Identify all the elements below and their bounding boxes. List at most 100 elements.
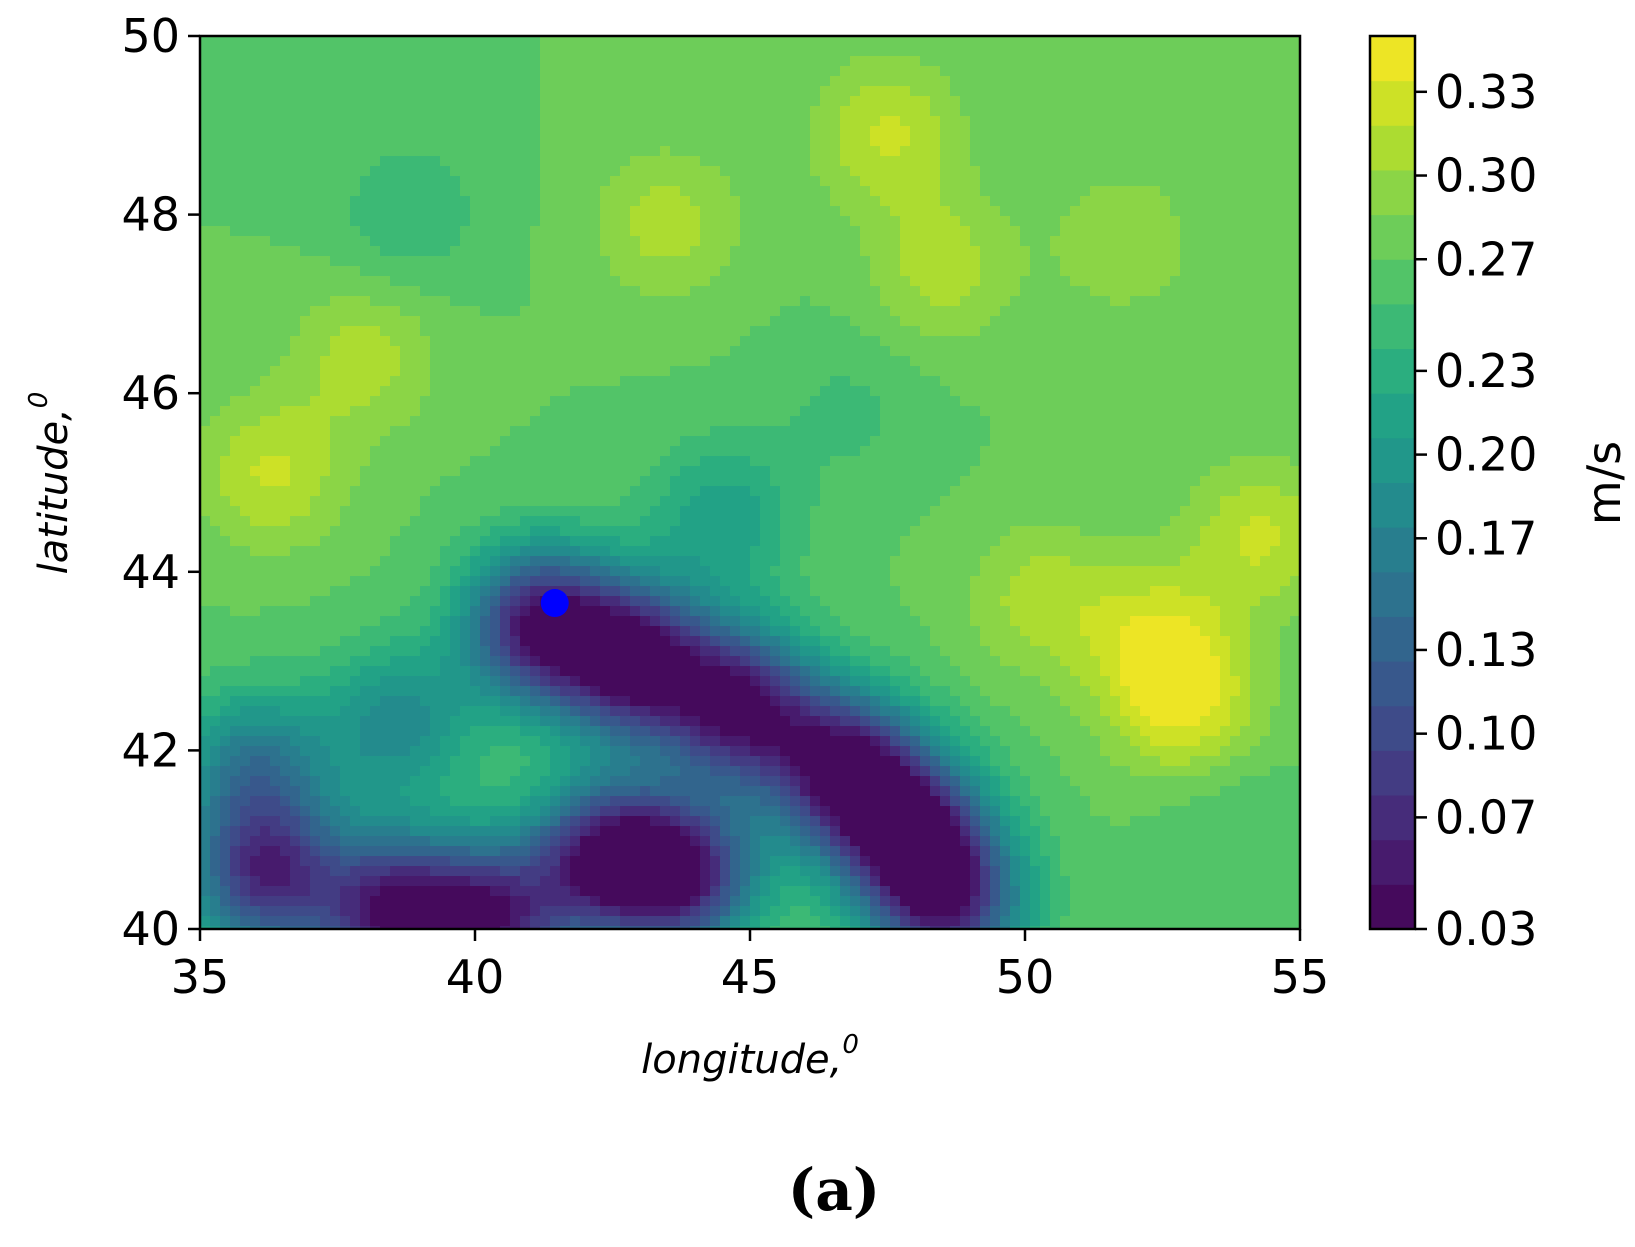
contour-cell — [1090, 126, 1101, 137]
contour-cell — [1150, 316, 1161, 327]
contour-cell — [510, 366, 521, 377]
contour-cell — [1060, 316, 1071, 327]
contour-cell — [410, 186, 421, 197]
contour-cell — [570, 66, 581, 77]
contour-cell — [290, 296, 301, 307]
contour-cell — [810, 476, 821, 487]
contour-cell — [760, 176, 771, 187]
contour-cell — [220, 96, 231, 107]
contour-cell — [980, 386, 991, 397]
contour-cell — [670, 66, 681, 77]
contour-cell — [1180, 216, 1191, 227]
contour-cell — [630, 76, 641, 87]
contour-cell — [720, 86, 731, 97]
contour-cell — [1100, 196, 1111, 207]
contour-cell — [900, 346, 911, 357]
contour-cell — [610, 366, 621, 377]
contour-cell — [940, 336, 951, 347]
contour-cell — [350, 56, 361, 67]
contour-cell — [740, 226, 751, 237]
contour-cell — [910, 356, 921, 367]
contour-cell — [660, 476, 671, 487]
contour-cell — [530, 326, 541, 337]
contour-cell — [810, 356, 821, 367]
contour-cell — [430, 456, 441, 467]
contour-cell — [1060, 36, 1071, 47]
contour-cell — [890, 66, 901, 77]
contour-cell — [970, 146, 981, 157]
contour-cell — [860, 166, 871, 177]
contour-cell — [750, 476, 761, 487]
contour-cell — [890, 406, 901, 417]
contour-cell — [830, 196, 841, 207]
contour-cell — [280, 326, 291, 337]
contour-cell — [950, 106, 961, 117]
contour-cell — [950, 286, 961, 297]
contour-cell — [580, 36, 591, 47]
contour-cell — [850, 446, 861, 457]
contour-cell — [310, 56, 321, 67]
contour-cell — [760, 116, 771, 127]
contour-cell — [1210, 466, 1221, 477]
contour-cell — [410, 136, 421, 147]
contour-cell — [850, 336, 861, 347]
contour-cell — [570, 236, 581, 247]
contour-cell — [670, 256, 681, 267]
contour-cell — [830, 36, 841, 47]
contour-cell — [610, 236, 621, 247]
contour-cell — [520, 376, 531, 387]
contour-cell — [590, 146, 601, 157]
contour-cell — [260, 276, 271, 287]
contour-cell — [540, 456, 551, 467]
contour-cell — [930, 36, 941, 47]
contour-cell — [340, 176, 351, 187]
contour-cell — [1190, 216, 1201, 227]
contour-cell — [750, 96, 761, 107]
contour-cell — [890, 326, 901, 337]
contour-cell — [820, 466, 831, 477]
contour-cell — [470, 226, 481, 237]
contour-cell — [630, 456, 641, 467]
contour-cell — [230, 246, 241, 257]
contour-cell — [650, 456, 661, 467]
contour-cell — [440, 136, 451, 147]
contour-cell — [700, 386, 711, 397]
contour-cell — [280, 446, 291, 457]
contour-cell — [770, 376, 781, 387]
contour-cell — [700, 36, 711, 47]
contour-cell — [510, 326, 521, 337]
contour-cell — [410, 266, 421, 277]
contour-cell — [510, 416, 521, 427]
contour-cell — [1220, 256, 1231, 267]
contour-cell — [1250, 456, 1261, 467]
contour-cell — [550, 166, 561, 177]
contour-cell — [620, 246, 631, 257]
contour-cell — [280, 56, 291, 67]
contour-cell — [1050, 456, 1061, 467]
contour-cell — [240, 446, 251, 457]
contour-cell — [500, 266, 511, 277]
contour-cell — [1260, 476, 1271, 487]
contour-cell — [870, 246, 881, 257]
contour-cell — [980, 346, 991, 357]
contour-cell — [500, 86, 511, 97]
contour-cell — [720, 236, 731, 247]
contour-cell — [1240, 426, 1251, 437]
contour-cell — [490, 286, 501, 297]
contour-cell — [520, 136, 531, 147]
contour-cell — [660, 176, 671, 187]
contour-cell — [910, 126, 921, 137]
contour-cell — [340, 36, 351, 47]
contour-cell — [610, 286, 621, 297]
contour-cell — [520, 106, 531, 117]
contour-cell — [1020, 206, 1031, 217]
contour-cell — [1160, 276, 1171, 287]
contour-cell — [380, 146, 391, 157]
contour-cell — [990, 156, 1001, 167]
contour-cell — [950, 66, 961, 77]
contour-cell — [550, 286, 561, 297]
contour-cell — [820, 296, 831, 307]
contour-cell — [1040, 446, 1051, 457]
contour-cell — [1120, 256, 1131, 267]
contour-cell — [700, 446, 711, 457]
